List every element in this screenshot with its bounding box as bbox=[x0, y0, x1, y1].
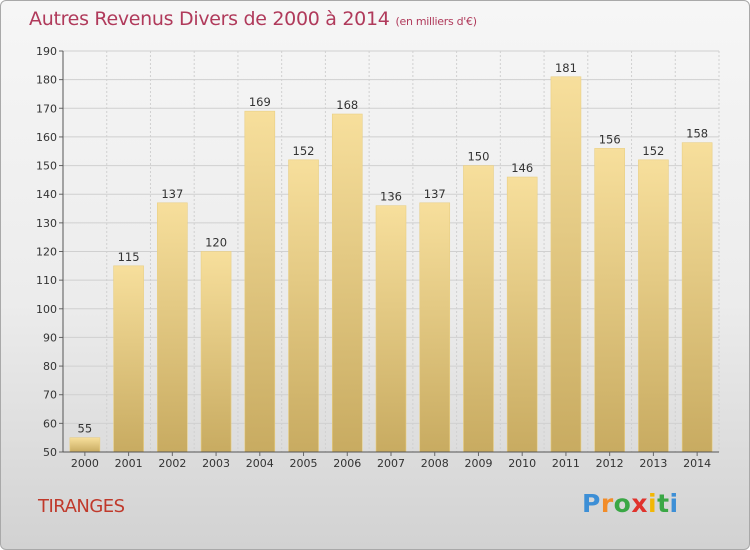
bars bbox=[69, 76, 713, 453]
chart-title: Autres Revenus Divers de 2000 à 2014 (en … bbox=[29, 8, 477, 30]
logo-letter: P bbox=[582, 489, 601, 518]
bar bbox=[331, 113, 363, 453]
data-label: 152 bbox=[642, 144, 664, 158]
y-tick-label: 160 bbox=[36, 131, 57, 144]
x-tick-label: 2007 bbox=[377, 457, 405, 470]
data-label: 158 bbox=[686, 127, 708, 141]
data-label: 137 bbox=[161, 187, 183, 201]
y-tick-label: 100 bbox=[36, 303, 57, 316]
y-tick-label: 150 bbox=[36, 160, 57, 173]
bar bbox=[157, 202, 188, 453]
bar bbox=[244, 110, 276, 453]
data-label: 115 bbox=[118, 250, 140, 264]
x-tick-label: 2006 bbox=[333, 457, 361, 470]
data-label: 168 bbox=[336, 98, 358, 112]
bar bbox=[506, 176, 538, 453]
data-label: 120 bbox=[205, 236, 227, 250]
y-tick-label: 90 bbox=[43, 331, 57, 344]
logo-letter: o bbox=[613, 489, 632, 518]
x-tick-label: 2000 bbox=[71, 457, 99, 470]
data-label: 181 bbox=[555, 61, 577, 75]
y-tick-label: 140 bbox=[36, 188, 57, 201]
data-labels: 55 115 137 120 169 152 168 136 137 150 146 181 156 15… bbox=[78, 61, 709, 436]
bar bbox=[69, 437, 101, 453]
bar bbox=[594, 148, 625, 453]
x-tick-label: 2003 bbox=[202, 457, 230, 470]
y-tick-label: 130 bbox=[36, 217, 57, 230]
data-label: 55 bbox=[78, 422, 93, 436]
bar bbox=[638, 159, 669, 453]
data-label: 150 bbox=[467, 150, 489, 164]
data-label: 152 bbox=[293, 144, 315, 158]
chart-subtitle: (en milliers d'€) bbox=[395, 15, 477, 28]
x-tick-label: 2010 bbox=[508, 457, 536, 470]
y-tick-label: 50 bbox=[43, 446, 57, 459]
x-tick-label: 2001 bbox=[115, 457, 143, 470]
bar bbox=[463, 165, 494, 453]
y-tick-label: 70 bbox=[43, 389, 57, 402]
x-tick-label: 2011 bbox=[552, 457, 580, 470]
bar bbox=[375, 205, 407, 453]
y-tick-label: 180 bbox=[36, 74, 57, 87]
data-label: 146 bbox=[511, 161, 533, 175]
data-label: 156 bbox=[599, 132, 621, 146]
bar bbox=[200, 251, 232, 453]
bar bbox=[419, 202, 451, 453]
data-label: 137 bbox=[424, 187, 446, 201]
bar bbox=[550, 76, 582, 453]
commune-name: TIRANGES bbox=[38, 496, 125, 517]
logo-letter: r bbox=[600, 489, 614, 518]
y-tick-label: 110 bbox=[36, 274, 57, 287]
bar bbox=[681, 142, 713, 453]
proxiti-logo: Proxiti bbox=[582, 489, 679, 518]
x-tick-label: 2009 bbox=[464, 457, 492, 470]
logo-letter: t bbox=[657, 489, 670, 518]
y-tick-label: 60 bbox=[43, 417, 57, 430]
logo-letter: i bbox=[648, 489, 658, 518]
data-label: 169 bbox=[249, 95, 271, 109]
x-tick-label: 2002 bbox=[158, 457, 186, 470]
x-tick-label: 2004 bbox=[246, 457, 274, 470]
y-tick-label: 120 bbox=[36, 246, 57, 259]
logo-letter: i bbox=[669, 489, 679, 518]
x-tick-label: 2014 bbox=[683, 457, 711, 470]
bar bbox=[113, 265, 144, 453]
chart-title-text: Autres Revenus Divers de 2000 à 2014 bbox=[29, 8, 390, 30]
x-tick-label: 2013 bbox=[639, 457, 667, 470]
x-tick-label: 2005 bbox=[290, 457, 318, 470]
axes: 50 60 70 80 90 100 110 120 130 140 150 160 170 180 190… bbox=[36, 45, 719, 470]
logo-letter: x bbox=[631, 489, 648, 518]
y-tick-label: 190 bbox=[36, 45, 57, 58]
data-label: 136 bbox=[380, 190, 402, 204]
x-tick-label: 2012 bbox=[596, 457, 624, 470]
x-tick-label: 2008 bbox=[421, 457, 449, 470]
bar bbox=[288, 159, 319, 453]
y-tick-label: 80 bbox=[43, 360, 57, 373]
y-tick-label: 170 bbox=[36, 102, 57, 115]
